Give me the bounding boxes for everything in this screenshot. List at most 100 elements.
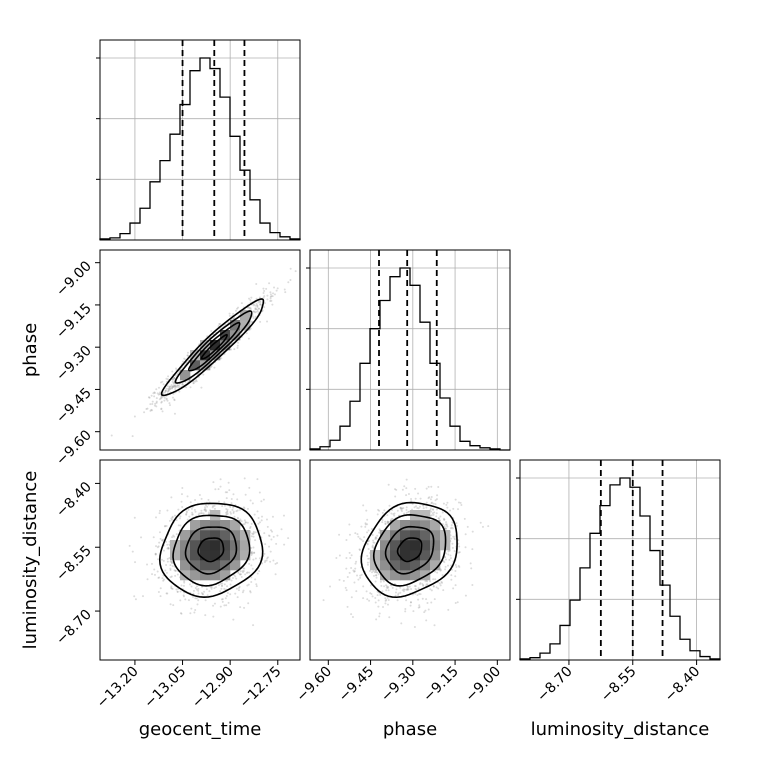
density-cell [200,560,211,571]
sample-point [401,488,404,491]
density-cell [220,530,231,541]
sample-point [185,511,188,514]
sample-point [345,589,348,592]
sample-point [351,616,354,619]
sample-point [166,385,169,388]
sample-point [247,602,250,605]
sample-point [230,348,233,351]
density-cell [230,320,241,331]
density-cell [370,550,381,561]
sample-point [172,384,175,387]
sample-point [294,270,297,273]
sample-point [194,609,197,612]
sample-point [356,533,359,536]
sample-point [357,535,360,538]
sample-point [252,304,255,307]
sample-point [151,400,154,403]
sample-point [273,293,276,296]
sample-point [458,545,461,548]
sample-point [430,510,433,513]
sample-point [170,387,173,390]
sample-point [219,478,222,481]
sample-point [246,584,249,587]
sample-point [158,576,161,579]
sample-point [263,290,266,293]
sample-point [432,502,435,505]
sample-point [248,297,251,300]
sample-point [430,485,433,488]
sample-point [133,415,136,418]
sample-point [355,560,358,563]
sample-point [240,520,243,523]
sample-point [158,398,161,401]
density-cell [210,570,221,581]
sample-point [450,537,453,540]
sample-point [173,377,176,380]
sample-point [166,378,169,381]
sample-point [214,488,217,491]
sample-point [181,383,184,386]
sample-point [425,619,428,622]
sample-point [344,586,347,589]
sample-point [248,307,251,310]
sample-point [374,536,377,539]
sample-point [176,384,179,387]
sample-point [364,522,367,525]
sample-point [241,591,244,594]
sample-point [203,508,206,511]
sample-point [256,572,259,575]
sample-point [169,387,172,390]
sample-point [377,599,380,602]
sample-point [370,527,373,530]
sample-point [481,525,484,528]
density-cell [420,530,431,541]
density-cell [240,530,251,541]
sample-point [289,267,292,270]
sample-point [237,517,240,520]
x-tick-label: −9.15 [420,664,462,706]
sample-point [460,503,463,506]
sample-point [234,592,237,595]
sample-point [346,605,349,608]
sample-point [372,546,375,549]
sample-point [159,397,162,400]
sample-point [167,547,170,550]
contour-level [172,514,251,587]
sample-point [165,377,168,380]
sample-point [429,588,432,591]
sample-point [449,509,452,512]
sample-point [469,562,472,565]
density-cell [400,570,411,581]
sample-point [289,279,292,282]
contour-level [200,333,228,360]
sample-point [243,567,246,570]
sample-point [442,589,445,592]
sample-point [158,509,161,512]
sample-point [182,595,185,598]
sample-point [204,614,207,617]
sample-point [466,525,469,528]
sample-point [436,571,439,574]
sample-point [225,513,228,516]
sample-point [437,486,440,489]
sample-point [440,581,443,584]
sample-point [353,570,356,573]
sample-point [437,517,440,520]
sample-point [402,506,405,509]
sample-point [167,547,170,550]
sample-point [255,302,258,305]
sample-point [417,492,420,495]
sample-point [354,562,357,565]
hist-panel-luminosity_distance [516,459,721,661]
sample-point [174,374,177,377]
sample-point [446,506,449,509]
sample-point [269,295,272,298]
x-axis-label-phase: phase [383,719,437,740]
sample-point [439,584,442,587]
sample-point [251,502,254,505]
sample-point [345,556,348,559]
sample-point [134,561,137,564]
density-cell [230,560,241,571]
sample-point [256,478,259,481]
sample-point [170,517,173,520]
